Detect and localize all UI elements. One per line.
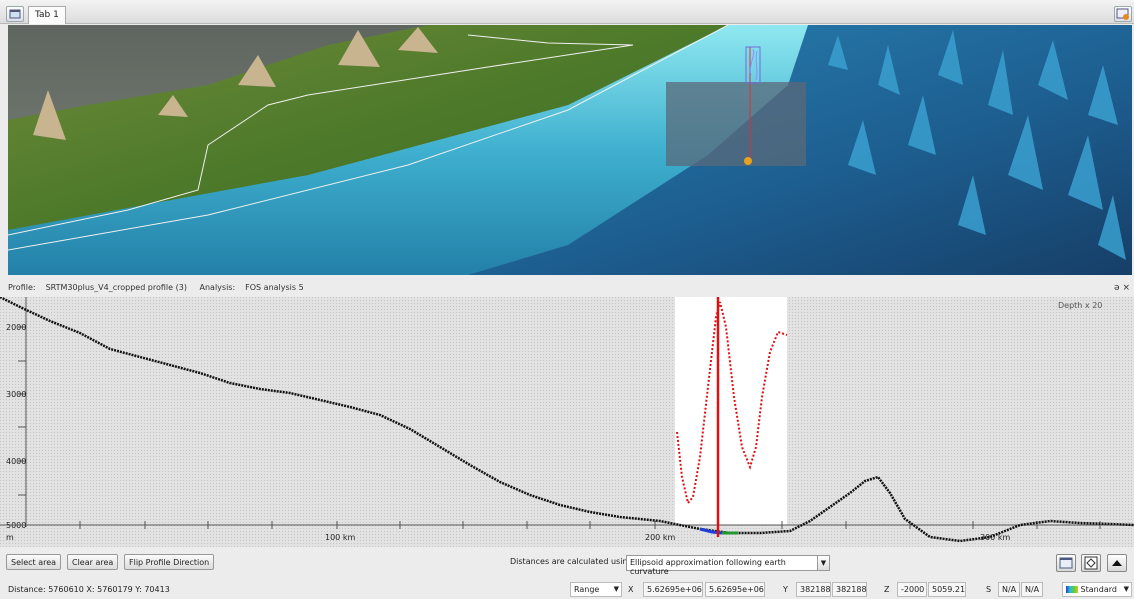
profile-header: Profile: SRTM30plus_V4_cropped profile (3…	[0, 283, 1134, 295]
distance-method-select[interactable]: Ellipsoid approximation following earth …	[626, 555, 830, 576]
new-tab-icon[interactable]	[6, 6, 24, 22]
analysis-name: FOS analysis 5	[245, 283, 304, 292]
profile-toolbar: Select area Clear area Flip Profile Dire…	[0, 551, 1134, 575]
distance-method-value: Ellipsoid approximation following earth …	[630, 558, 786, 576]
profile-label: Profile:	[8, 283, 36, 292]
z-value-2: 5059.21	[928, 582, 966, 597]
y-tick-3000: 3000	[6, 390, 26, 399]
tab-1-label: Tab 1	[35, 10, 59, 20]
x-tick-300km: 300 km	[980, 533, 1010, 542]
z-label: Z	[884, 585, 890, 594]
fos-analysis-curve	[676, 301, 788, 506]
coordinate-mode-select[interactable]: Range ▼	[570, 582, 622, 597]
x-value-2: 5.62695e+06	[705, 582, 765, 597]
depth-scale-label: Depth x 20	[1058, 301, 1102, 310]
coordinate-mode-value: Range	[574, 585, 600, 594]
flip-profile-direction-button[interactable]: Flip Profile Direction	[124, 554, 215, 570]
select-area-button[interactable]: Select area	[6, 554, 62, 570]
analysis-label: Analysis:	[199, 283, 236, 292]
colormap-value: Standard	[1080, 585, 1117, 594]
chevron-down-icon: ▼	[1123, 585, 1129, 593]
analysis-window	[675, 297, 787, 525]
distance-readout: Distance: 5760610 X: 5760179 Y: 70413	[8, 585, 170, 594]
y-value-2: 382188	[832, 582, 867, 597]
profile-line	[0, 295, 1134, 543]
elevation-profile-plot[interactable]: 2000 3000 4000 5000 m 100 km 200 km 300 …	[0, 295, 1134, 547]
y-label: Y	[783, 585, 788, 594]
profile-name: SRTM30plus_V4_cropped profile (3)	[45, 283, 187, 292]
x-tick-100km: 100 km	[325, 533, 355, 542]
tab-bar: Tab 1	[0, 0, 1134, 24]
tab-1[interactable]: Tab 1	[28, 6, 66, 24]
window-icon[interactable]	[1056, 554, 1076, 572]
s-value-2: N/A	[1021, 582, 1043, 597]
x-value-1: 5.62695e+06	[643, 582, 703, 597]
clear-area-button[interactable]: Clear area	[67, 554, 119, 570]
terrain-3d-view[interactable]	[8, 25, 1132, 275]
s-value-1: N/A	[998, 582, 1020, 597]
colormap-swatch-icon	[1066, 586, 1078, 593]
distance-method-label: Distances are calculated using	[510, 557, 633, 566]
chevron-down-icon: ▼	[613, 585, 619, 593]
y-tick-2000: 2000	[6, 323, 26, 332]
z-value-1: -2000	[897, 582, 927, 597]
x-tick-origin: m	[6, 533, 14, 542]
chevron-down-icon: ▼	[817, 556, 829, 570]
y-value-1: 382188	[796, 582, 831, 597]
x-label: X	[628, 585, 634, 594]
y-tick-4000: 4000	[6, 457, 26, 466]
zoom-extent-icon[interactable]	[1081, 554, 1101, 572]
colormap-select[interactable]: Standard ▼	[1062, 582, 1132, 597]
collapse-up-icon[interactable]	[1107, 554, 1127, 572]
profile-window-controls[interactable]: ə ×	[1114, 283, 1130, 293]
x-tick-200km: 200 km	[645, 533, 675, 542]
view-settings-icon[interactable]	[1114, 6, 1132, 22]
s-label: S	[986, 585, 992, 594]
